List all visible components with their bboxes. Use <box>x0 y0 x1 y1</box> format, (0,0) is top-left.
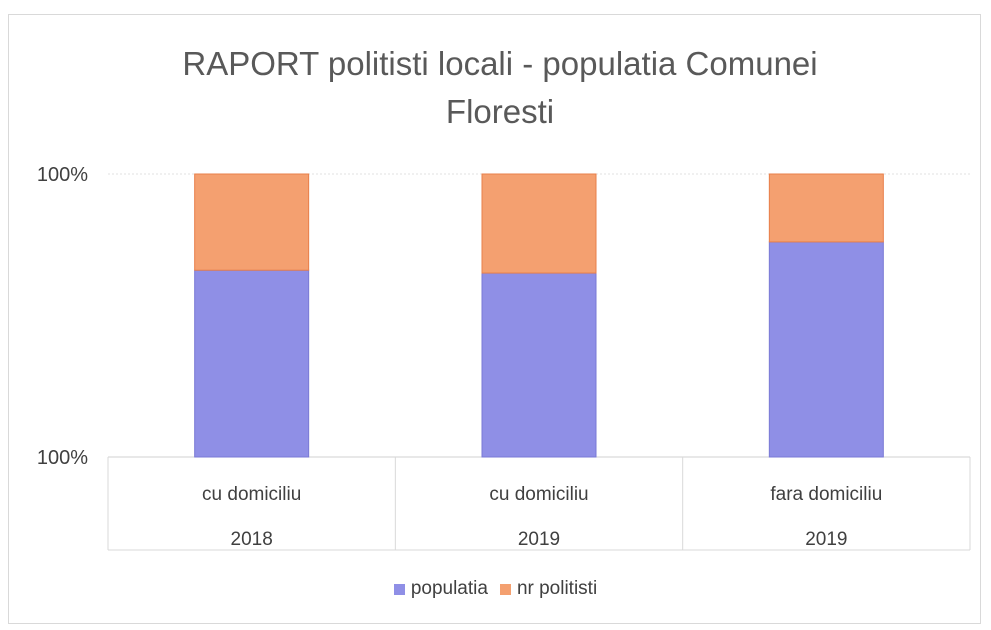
bar-nr-politisti <box>768 173 884 243</box>
legend-item: populatia <box>393 578 488 600</box>
y-tick-label: 100% <box>37 164 88 186</box>
category-year-label: 2019 <box>805 529 847 550</box>
bar-nr-politisti <box>481 173 597 274</box>
category-year-label: 2019 <box>518 529 560 550</box>
legend-label: nr politisti <box>516 578 598 599</box>
bar-nr-politisti <box>194 173 310 271</box>
category-label: cu domiciliu <box>489 484 588 505</box>
category-year-label: 2018 <box>231 529 273 550</box>
legend: populatia nr politisti <box>0 578 991 601</box>
legend-item: nr politisti <box>499 578 598 600</box>
chart-title-line-2: Floresti <box>445 93 555 130</box>
legend-swatch <box>393 583 405 595</box>
bar-populatia <box>481 272 597 458</box>
y-tick-label: 100% <box>37 447 88 469</box>
legend-label: populatia <box>410 578 488 599</box>
chart-title: RAPORT politisti locali - populatia Comu… <box>120 40 880 136</box>
bar-populatia <box>768 241 884 458</box>
chart-title-line-1: RAPORT politisti locali - populatia Comu… <box>182 45 818 82</box>
category-label: fara domiciliu <box>770 484 882 505</box>
bar-populatia <box>194 269 310 458</box>
legend-swatch <box>499 583 511 595</box>
category-label: cu domiciliu <box>202 484 301 505</box>
